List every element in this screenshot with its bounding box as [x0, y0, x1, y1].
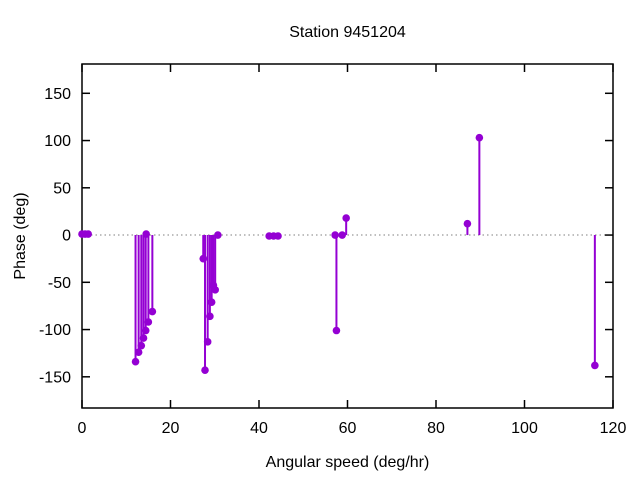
data-point [214, 231, 222, 239]
data-point [475, 133, 484, 142]
plot-border [81, 63, 614, 409]
data-point [591, 361, 599, 370]
data-point [84, 230, 92, 238]
y-tick-label: 0 [62, 228, 71, 245]
x-tick-label: 0 [78, 420, 87, 437]
data-point [331, 231, 339, 239]
data-point [139, 334, 148, 342]
data-point [206, 312, 214, 321]
data-point [274, 232, 282, 240]
data-point [131, 357, 140, 366]
data-point [338, 231, 346, 239]
data-point [141, 326, 150, 335]
data-point [137, 341, 146, 350]
y-tick-label: -50 [48, 275, 71, 292]
data-point [142, 230, 150, 238]
x-tick-label: 100 [511, 420, 538, 437]
y-tick-label: 150 [44, 86, 71, 103]
x-axis-label: Angular speed (deg/hr) [265, 454, 430, 471]
data-point [342, 214, 350, 222]
data-point [463, 219, 472, 228]
y-tick-label: -100 [39, 322, 71, 339]
data-point [332, 326, 341, 335]
x-tick-label: 40 [250, 420, 268, 437]
data-point [199, 254, 208, 263]
x-tick-label: 20 [162, 420, 180, 437]
x-tick-label: 120 [600, 420, 627, 437]
data-point [134, 348, 143, 357]
x-tick-label: 80 [427, 420, 445, 437]
x-tick-label: 60 [339, 420, 357, 437]
data-point [148, 307, 157, 316]
y-tick-label: -150 [39, 369, 71, 386]
chart-title: Station 9451204 [289, 24, 406, 41]
data-point [201, 366, 209, 374]
y-tick-label: 100 [44, 133, 71, 150]
data-point [144, 318, 153, 326]
y-tick-label: 50 [53, 180, 71, 197]
data-point [211, 286, 219, 294]
data-point [207, 298, 216, 306]
data-point [203, 338, 212, 346]
